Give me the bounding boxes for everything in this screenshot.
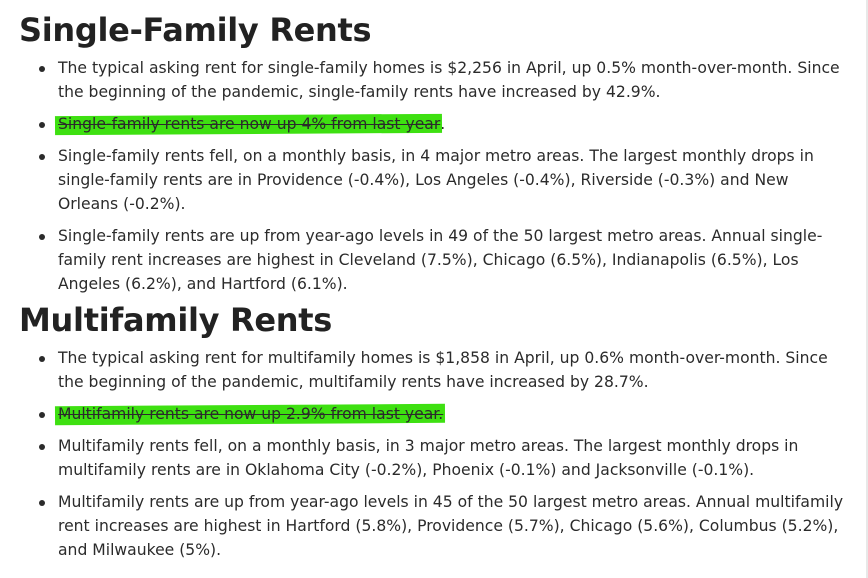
strikethrough-text: Single-family rents are now up 4% from l… (58, 115, 441, 133)
highlighted-text: Multifamily rents are now up 2.9% from l… (54, 402, 446, 426)
list-item: The typical asking rent for multifamily … (0, 346, 860, 394)
list-item: Single-family rents are now up 4% from l… (0, 112, 860, 136)
list-item: Multifamily rents fell, on a monthly bas… (0, 434, 860, 482)
list-item: The typical asking rent for single-famil… (0, 56, 860, 104)
list-item: Single-family rents are up from year-ago… (0, 224, 860, 296)
multifamily-heading: Multifamily Rents (19, 301, 333, 339)
single-family-section: Single-Family Rents The typical asking r… (0, 8, 860, 304)
single-family-heading: Single-Family Rents (19, 11, 372, 49)
scrollbar-edge[interactable] (866, 0, 868, 578)
list-item-tail: . (440, 115, 446, 133)
list-item-text: Multifamily rents are up from year-ago l… (58, 493, 844, 559)
list-item-text: Multifamily rents fell, on a monthly bas… (58, 437, 799, 479)
list-item-text: The typical asking rent for single-famil… (58, 59, 840, 101)
list-item: Multifamily rents are up from year-ago l… (0, 490, 860, 562)
list-item-text: Single-family rents fell, on a monthly b… (58, 147, 814, 213)
multifamily-list: The typical asking rent for multifamily … (0, 346, 860, 562)
strikethrough-text: Multifamily rents are now up 2.9% from l… (58, 405, 444, 423)
list-item: Multifamily rents are now up 2.9% from l… (0, 402, 860, 426)
list-item: Single-family rents fell, on a monthly b… (0, 144, 860, 216)
highlighted-text: Single-family rents are now up 4% from l… (54, 112, 443, 136)
list-item-text: The typical asking rent for multifamily … (58, 349, 828, 391)
list-item-text: Single-family rents are up from year-ago… (58, 227, 823, 293)
single-family-list: The typical asking rent for single-famil… (0, 56, 860, 296)
multifamily-section: Multifamily Rents The typical asking ren… (0, 298, 860, 570)
